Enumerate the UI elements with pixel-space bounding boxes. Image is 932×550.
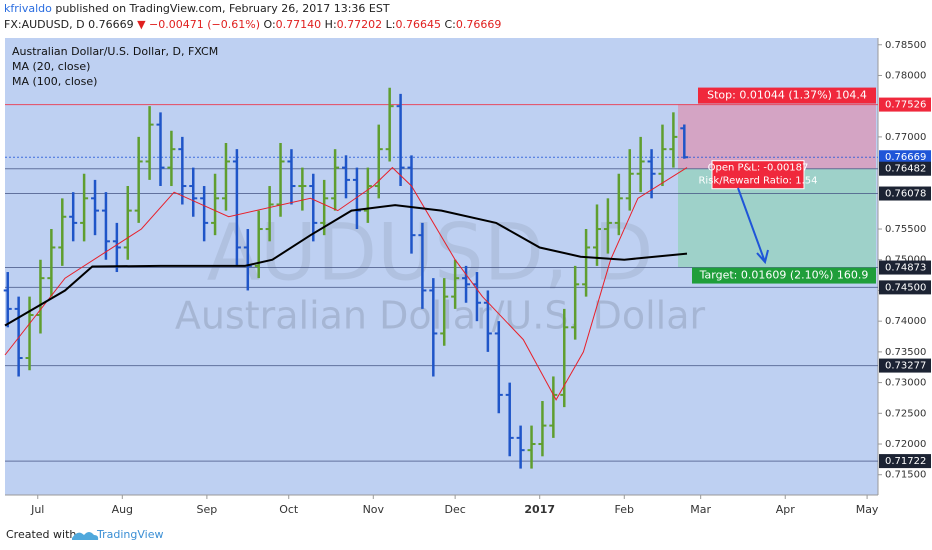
header-line-2: FX:AUDUSD, D 0.76669 ▼ −0.00471 (−0.61%)… xyxy=(4,18,501,31)
ma-line xyxy=(4,166,688,401)
price-label: 0.76482 xyxy=(885,164,926,175)
published: published on TradingView.com, February 2… xyxy=(55,2,389,15)
target-label: Target: 0.01609 (2.10%) 160.9 xyxy=(699,269,869,282)
price-label: 0.73277 xyxy=(885,361,926,372)
c-label: C: xyxy=(445,18,456,31)
price-label-bg xyxy=(879,358,931,373)
footer-brand[interactable]: TradingView xyxy=(96,528,163,541)
x-tick-label: Oct xyxy=(279,503,299,516)
y-tick-label: 0.75000 xyxy=(885,255,926,266)
rr-label: Risk/Reward Ratio: 1.54 xyxy=(698,176,817,187)
price-label-bg xyxy=(879,161,931,176)
y-tick-label: 0.71500 xyxy=(885,470,926,481)
price-label-bg xyxy=(879,280,931,295)
author: kfrivaldo xyxy=(4,2,52,15)
footer-created: Created with xyxy=(6,528,76,541)
price-label: 0.77526 xyxy=(885,100,926,111)
y-tick-label: 0.72500 xyxy=(885,408,926,419)
price-label: 0.74873 xyxy=(885,263,926,274)
logo xyxy=(72,532,99,540)
x-tick-label: Mar xyxy=(690,503,711,516)
target-label-bg xyxy=(692,267,876,284)
watermark-sub: Australian Dollar/U.S. Dollar xyxy=(175,294,706,338)
x-tick-label: Apr xyxy=(776,503,796,516)
price-label-bg xyxy=(879,150,931,165)
y-tick-label: 0.73500 xyxy=(885,347,926,358)
x-tick-label: Aug xyxy=(112,503,133,516)
price-label-bg xyxy=(879,454,931,469)
o-label: O: xyxy=(264,18,276,31)
y-tick-label: 0.77000 xyxy=(885,132,926,143)
price-label: 0.74500 xyxy=(885,282,926,293)
stop-zone xyxy=(678,104,876,169)
l: 0.76645 xyxy=(396,18,442,31)
pnl-label: Open P&L: -0.00187 xyxy=(708,163,809,174)
price-label: 0.76078 xyxy=(885,189,926,200)
last: 0.76669 xyxy=(88,18,134,31)
header-line-1: kfrivaldo published on TradingView.com, … xyxy=(4,2,390,15)
y-tick-label: 0.73000 xyxy=(885,378,926,389)
price-label: 0.76669 xyxy=(885,152,926,163)
o: 0.77140 xyxy=(276,18,322,31)
h: 0.77202 xyxy=(337,18,383,31)
y-tick-label: 0.75500 xyxy=(885,224,926,235)
y-tick-label: 0.78500 xyxy=(885,40,926,51)
symbol: FX:AUDUSD, D xyxy=(4,18,85,31)
price-label-bg xyxy=(879,260,931,275)
stop-label-bg xyxy=(698,87,876,104)
c: 0.76669 xyxy=(456,18,502,31)
l-label: L: xyxy=(386,18,396,31)
y-tick-label: 0.72000 xyxy=(885,439,926,450)
change: ▼ −0.00471 (−0.61%) xyxy=(137,18,260,31)
legend-entry: MA (100, close) xyxy=(12,75,97,88)
x-tick-label: Sep xyxy=(197,503,218,516)
ma-line xyxy=(4,204,688,327)
y-tick-label: 0.78000 xyxy=(885,70,926,81)
price-label: 0.71722 xyxy=(885,456,926,467)
y-tick-label: 0.74000 xyxy=(885,316,926,327)
x-tick-label: May xyxy=(856,503,879,516)
x-tick-label: Nov xyxy=(363,503,385,516)
h-label: H: xyxy=(325,18,337,31)
x-tick-label: Jul xyxy=(30,503,44,516)
chart-title: Australian Dollar/U.S. Dollar, D, FXCM xyxy=(12,45,218,58)
pnl-label-bg xyxy=(711,160,805,190)
arrow xyxy=(737,187,769,265)
x-tick-label: Feb xyxy=(615,503,634,516)
legend-entry: MA (20, close) xyxy=(12,60,90,73)
x-tick-label: Dec xyxy=(444,503,465,516)
price-label-bg xyxy=(879,97,931,112)
stop-label: Stop: 0.01044 (1.37%) 104.4 xyxy=(707,89,867,102)
x-tick-label: 2017 xyxy=(524,503,555,516)
price-label-bg xyxy=(879,186,931,201)
